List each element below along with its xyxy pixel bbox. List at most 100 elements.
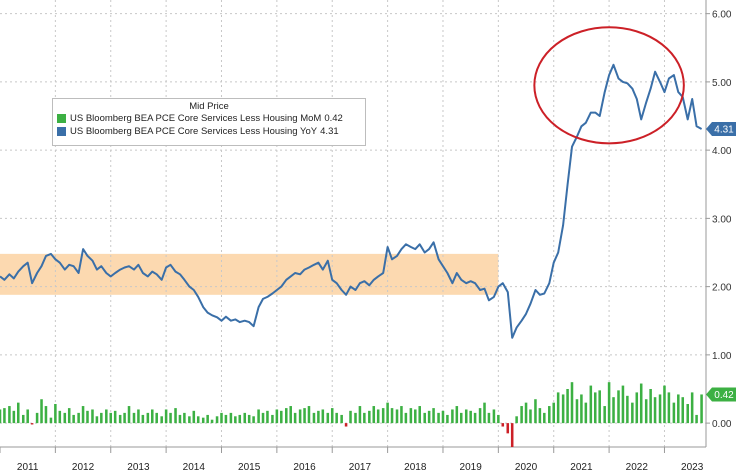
- mom-bar: [326, 412, 330, 424]
- last-value-tag-box: [706, 121, 736, 136]
- mom-bar: [566, 388, 569, 424]
- x-tick-label: 2019: [460, 462, 483, 473]
- legend: Mid Price US Bloomberg BEA PCE Core Serv…: [52, 98, 366, 146]
- mom-bar: [247, 414, 251, 424]
- mom-bar: [224, 414, 228, 424]
- mom-bar: [492, 409, 496, 424]
- y-tick-label: 6.00: [712, 10, 732, 21]
- mom-bar: [271, 414, 274, 424]
- mom-bar: [556, 392, 560, 424]
- annotation-layer: [533, 26, 685, 145]
- mom-bar: [644, 399, 648, 424]
- mom-bar: [261, 412, 265, 424]
- legend-title: Mid Price: [189, 101, 229, 112]
- mom-bar: [617, 390, 620, 424]
- x-tick-label: 2021: [570, 462, 593, 473]
- mom-bar: [192, 410, 196, 424]
- mom-bar: [127, 406, 131, 424]
- mom-bar: [335, 412, 338, 424]
- mom-bar: [598, 390, 601, 424]
- mom-bar: [580, 394, 583, 424]
- y-tick-label: 1.00: [712, 351, 732, 362]
- x-tick-label: 2017: [349, 462, 372, 473]
- x-tick-label: 2022: [626, 462, 649, 473]
- mom-bar: [400, 406, 403, 424]
- mom-bar: [340, 414, 343, 424]
- mom-bar: [234, 416, 237, 424]
- mom-bar: [510, 423, 514, 447]
- mom-bar: [395, 409, 399, 424]
- mom-bar: [210, 419, 214, 424]
- mom-bar: [631, 402, 634, 424]
- x-tick-label: 2023: [681, 462, 704, 473]
- mom-bar: [160, 416, 163, 424]
- mom-bar: [506, 423, 510, 434]
- mom-bar: [118, 414, 122, 424]
- mom-bar: [635, 392, 639, 424]
- mom-bar: [501, 423, 505, 427]
- mom-bar: [423, 412, 426, 424]
- mom-bar: [298, 409, 302, 424]
- mom-bar: [473, 412, 477, 424]
- mom-bar: [639, 383, 643, 424]
- mom-bar: [376, 409, 380, 424]
- last-value-tag-box: [706, 387, 736, 402]
- mom-bar: [151, 409, 154, 424]
- legend-swatch-mom: [57, 114, 66, 123]
- legend-swatch-yoy: [57, 127, 66, 136]
- mom-bar: [667, 392, 671, 424]
- mom-bar: [695, 414, 698, 424]
- y-tick-label: 4.00: [712, 146, 732, 157]
- mom-bar: [427, 410, 431, 424]
- mom-bar: [155, 412, 158, 424]
- mom-bar: [686, 404, 689, 424]
- mom-bar: [12, 410, 16, 424]
- x-tick-label: 2012: [72, 462, 95, 473]
- y-axis: 0.00 1.00 2.00 3.00 4.00 5.00 6.00: [705, 0, 732, 447]
- mom-bar: [552, 402, 555, 424]
- mom-bar: [570, 382, 574, 424]
- mom-bar: [3, 408, 6, 424]
- mom-bar: [677, 394, 680, 424]
- mom-bar: [169, 412, 172, 424]
- mom-bar: [432, 408, 435, 424]
- mom-bar: [58, 410, 62, 424]
- mom-bar: [344, 423, 348, 427]
- mom-bar: [312, 412, 316, 424]
- mom-bar: [483, 402, 486, 424]
- mom-bar: [589, 385, 593, 424]
- mom-bar: [451, 409, 454, 424]
- x-tick-label: 2011: [17, 462, 39, 473]
- mom-bar: [201, 417, 205, 424]
- mom-bar: [178, 414, 182, 424]
- mom-bar: [54, 404, 57, 424]
- mom-bar: [464, 409, 468, 424]
- mom-bar: [123, 412, 126, 424]
- mom-bar: [672, 402, 676, 424]
- mom-bar: [478, 408, 482, 424]
- mom-bar: [243, 412, 247, 424]
- mom-bar: [575, 399, 579, 424]
- mom-bar: [469, 410, 472, 424]
- highlight-band-layer: [0, 253, 499, 295]
- mom-bar: [649, 388, 652, 424]
- last-value-tag-mom: 0.42: [706, 387, 736, 402]
- mom-bar: [174, 408, 177, 424]
- mom-bar: [658, 394, 662, 424]
- mom-bar: [238, 414, 242, 424]
- mom-bar: [354, 412, 357, 424]
- y-tick-label: 2.00: [712, 283, 732, 294]
- mom-bar: [317, 410, 320, 424]
- highlight-band: [0, 253, 499, 295]
- mom-bar: [497, 414, 500, 424]
- mom-bar: [441, 410, 445, 424]
- mom-bar: [109, 412, 113, 424]
- y-tick-label: 5.00: [712, 78, 732, 89]
- mom-bar: [663, 385, 666, 424]
- x-tick-label: 2014: [183, 462, 206, 473]
- mom-bar: [524, 402, 528, 424]
- mom-bar: [409, 408, 413, 424]
- mom-bar: [196, 416, 200, 424]
- mom-bar: [257, 409, 260, 424]
- mom-bar: [21, 414, 25, 424]
